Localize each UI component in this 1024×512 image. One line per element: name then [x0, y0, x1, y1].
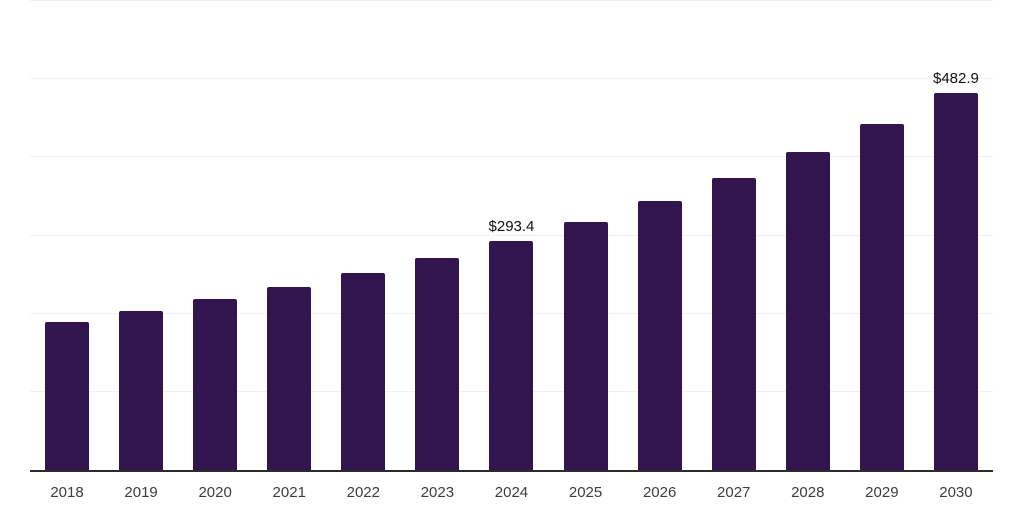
gridline-300 [30, 234, 993, 236]
bar-2028 [785, 151, 830, 470]
bar-2023 [415, 258, 460, 470]
value-label-2024: $293.4 [488, 218, 535, 236]
x-tick-2020: 2020 [198, 484, 232, 501]
x-tick-2018: 2018 [50, 484, 84, 501]
bar-2020 [193, 299, 238, 470]
bars-row: $293.4 $482.9 [30, 1, 993, 470]
x-tick-2028: 2028 [791, 484, 825, 501]
x-tick-2029: 2029 [865, 484, 899, 501]
x-tick-2023: 2023 [420, 484, 455, 501]
x-tick-2025: 2025 [568, 484, 603, 501]
gridline-400 [30, 156, 993, 158]
bar-2026 [637, 200, 682, 470]
bar-2021 [267, 287, 312, 470]
bar-2022 [341, 273, 386, 470]
x-tick-2024: 2024 [494, 484, 529, 501]
x-tick-2030: 2030 [939, 484, 973, 501]
value-label-2030: $482.9 [932, 70, 979, 88]
x-tick-2026: 2026 [642, 484, 677, 501]
bar-2029 [859, 124, 904, 470]
bar-2019 [119, 311, 164, 470]
bar-2030: $482.9 [933, 71, 979, 470]
x-tick-2022: 2022 [346, 484, 380, 501]
bar-2025 [563, 221, 608, 470]
bar-2027 [711, 178, 756, 470]
x-axis-labels: 2018 2019 2020 2021 2022 2023 2024 2025 2026 2027… [30, 483, 993, 503]
x-tick-2027: 2027 [717, 484, 751, 501]
bar-2024: $293.4 [489, 219, 534, 470]
gridline-600 [30, 0, 993, 1]
gridline-500 [30, 78, 993, 80]
x-tick-2021: 2021 [272, 484, 306, 501]
bar-2018 [45, 321, 89, 470]
plot-area: $293.4 $482.9 [30, 0, 993, 472]
x-tick-2019: 2019 [124, 484, 158, 501]
